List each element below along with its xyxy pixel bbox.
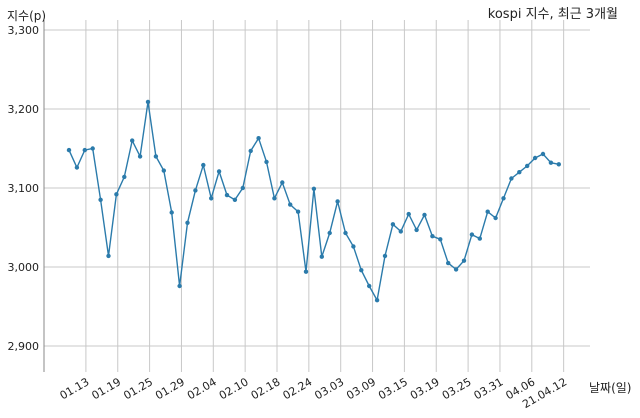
data-point — [335, 199, 340, 204]
data-point — [430, 234, 435, 239]
data-point — [414, 227, 419, 233]
data-point — [193, 188, 198, 193]
data-point — [177, 283, 182, 289]
data-point — [469, 232, 475, 237]
x-tick-label: 03.19 — [408, 375, 442, 402]
y-tick-label: 3,000 — [8, 261, 40, 274]
data-point — [303, 269, 309, 274]
chart-title: kospi 지수, 최근 3개월 — [488, 7, 618, 22]
data-point — [438, 237, 443, 242]
data-point — [485, 209, 490, 214]
x-tick-label: 02.04 — [185, 375, 219, 402]
data-point — [232, 197, 238, 202]
data-point — [343, 230, 348, 236]
data-point — [532, 155, 538, 161]
data-point — [106, 253, 111, 259]
data-point — [548, 160, 554, 165]
x-tick-label: 01.29 — [153, 375, 187, 402]
data-point — [256, 136, 261, 141]
data-point — [556, 162, 561, 167]
data-point — [327, 230, 332, 236]
axes: 2,900 3,000 3,100 3,200 3,300 01.1301.1901.25… — [8, 20, 569, 411]
data-point — [390, 222, 396, 227]
y-tick-label: 3,100 — [8, 182, 40, 195]
data-point — [130, 138, 135, 143]
y-tick-label: 3,200 — [8, 103, 40, 116]
data-point — [351, 244, 356, 249]
data-point — [517, 170, 522, 175]
data-point — [446, 260, 451, 266]
data-point — [122, 174, 127, 180]
data-point — [74, 165, 80, 170]
data-point — [422, 212, 427, 218]
data-point — [525, 163, 530, 169]
x-tick-label: 03.25 — [440, 375, 474, 402]
data-point — [216, 169, 222, 174]
data-point — [311, 186, 317, 191]
x-axis-label: 날짜(일) — [589, 381, 631, 395]
data-point — [280, 180, 285, 185]
data-point — [185, 220, 190, 225]
data-point — [359, 268, 364, 273]
data-series — [66, 99, 561, 303]
x-tick-label: 02.10 — [217, 375, 251, 402]
x-tick-label: 02.18 — [249, 375, 283, 402]
data-point — [509, 176, 514, 181]
data-point — [82, 147, 88, 153]
x-tick-label: 01.19 — [89, 375, 123, 402]
data-point — [98, 197, 103, 202]
y-tick-label: 3,300 — [8, 24, 40, 37]
data-point — [540, 151, 546, 157]
y-axis-label: 지수(p) — [7, 9, 46, 23]
y-tick-label: 2,900 — [8, 340, 40, 353]
data-point — [153, 154, 159, 159]
gridlines — [44, 20, 590, 372]
data-point — [461, 258, 467, 263]
data-point — [501, 196, 506, 201]
data-point — [90, 146, 95, 151]
data-point — [169, 210, 174, 215]
data-point — [145, 99, 151, 105]
x-tick-label: 01.25 — [121, 375, 155, 402]
data-point — [209, 196, 214, 201]
x-tick-label: 03.31 — [472, 375, 506, 402]
data-point — [288, 202, 293, 207]
data-point — [161, 168, 166, 173]
data-point — [114, 192, 119, 197]
x-tick-label: 01.13 — [58, 375, 92, 402]
data-point — [137, 154, 143, 159]
data-point — [248, 148, 253, 154]
data-point — [406, 211, 411, 217]
data-point — [398, 229, 403, 234]
x-tick-label: 03.09 — [344, 375, 378, 402]
data-point — [382, 253, 388, 259]
data-point — [66, 147, 72, 153]
series-line — [68, 101, 559, 303]
data-point — [319, 254, 324, 259]
x-tick-label: 03.03 — [312, 375, 346, 402]
x-tick-label: 03.15 — [376, 375, 410, 402]
data-point — [453, 267, 459, 272]
data-point — [224, 192, 230, 198]
x-tick-label: 02.24 — [281, 375, 315, 402]
data-point — [272, 196, 277, 201]
data-point — [264, 159, 269, 165]
data-point — [295, 209, 301, 214]
data-point — [477, 236, 482, 241]
data-point — [240, 185, 245, 191]
data-point — [493, 215, 498, 221]
data-point — [374, 298, 380, 303]
data-point — [367, 283, 372, 289]
data-point — [201, 162, 206, 168]
